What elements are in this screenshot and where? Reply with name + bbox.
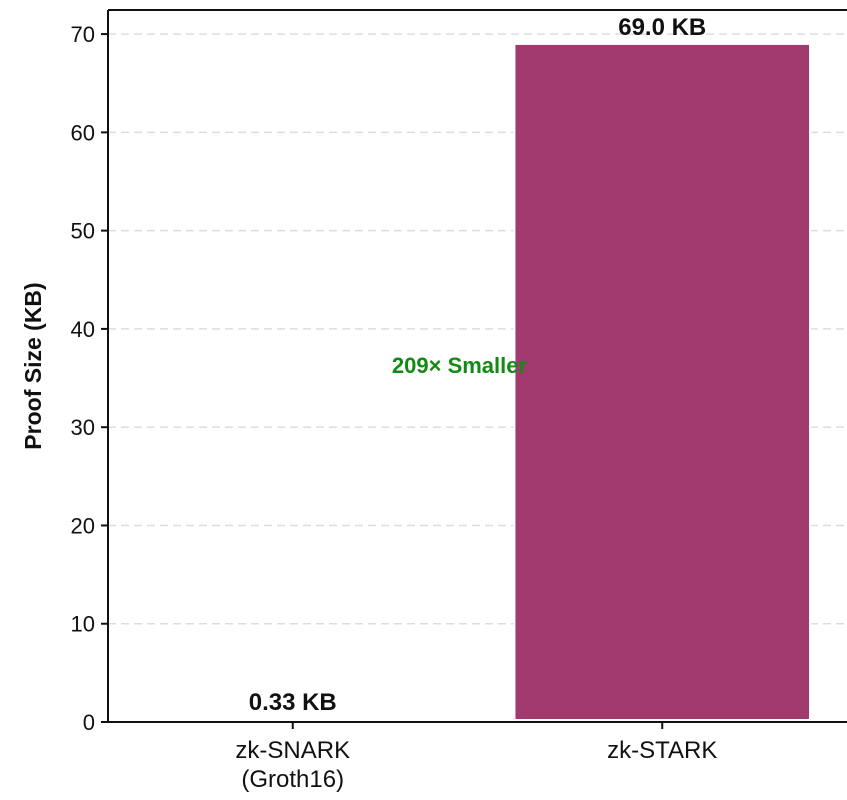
annotation-text: 209× Smaller (392, 353, 528, 378)
axes (107, 9, 847, 723)
bar-0 (143, 717, 442, 722)
y-tick-label: 60 (71, 120, 95, 145)
grid-lines (108, 33, 847, 625)
bar-1 (513, 42, 812, 721)
y-axis-title: Proof Size (KB) (20, 282, 46, 449)
y-tick-label: 20 (71, 513, 95, 538)
y-tick-label: 30 (71, 415, 95, 440)
y-tick-label: 40 (71, 317, 95, 342)
x-ticks: zk-SNARK(Groth16) zk-STARK (235, 722, 717, 793)
x-tick-label: zk-STARK (607, 737, 717, 764)
x-tick-label: zk-SNARK (235, 737, 350, 764)
y-tick-label: 0 (83, 710, 95, 735)
x-tick-label: (Groth16) (241, 766, 344, 793)
y-ticks: 0 10 20 30 40 50 60 70 (71, 22, 108, 735)
y-tick-label: 10 (71, 612, 95, 637)
bars (143, 42, 812, 722)
data-labels: 0.33 KB 69.0 KB (249, 14, 707, 716)
data-label: 0.33 KB (249, 689, 337, 716)
data-label: 69.0 KB (618, 14, 706, 41)
y-tick-label: 50 (71, 219, 95, 244)
y-tick-label: 70 (71, 22, 95, 47)
